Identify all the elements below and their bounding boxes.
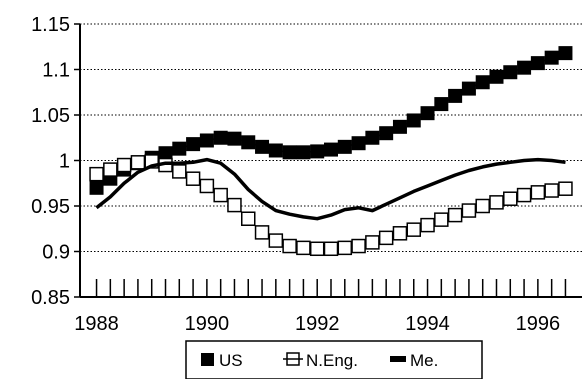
series-point-n-eng (309, 241, 325, 257)
series-point-us (172, 141, 187, 156)
legend: US N.Eng. Me. (185, 340, 483, 379)
series-point-us (406, 113, 421, 128)
series-point-us (89, 180, 104, 195)
series-point-us (310, 144, 325, 159)
series-point-n-eng (254, 225, 270, 240)
series-point-us (379, 126, 394, 141)
series-point-n-eng (447, 207, 463, 223)
x-minor-ticks (95, 279, 567, 297)
series-point-us (489, 69, 504, 84)
x-tick-label: 1996 (516, 313, 561, 335)
x-tick-label: 1992 (295, 313, 340, 335)
series-point-n-eng (116, 157, 132, 173)
series-point-us (186, 137, 201, 152)
legend-neng-label: N.Eng. (306, 351, 358, 370)
x-tick-label: 1994 (405, 313, 450, 335)
x-tick-labels: 1988 1990 1992 1994 1996 (74, 313, 560, 335)
series-point-us (158, 146, 173, 161)
series-point-us (255, 139, 270, 154)
y-tick-label: 1.1 (42, 60, 70, 82)
series-point-us (282, 145, 297, 160)
series-point-us (351, 136, 366, 151)
x-tick-label: 1990 (185, 313, 230, 335)
series-layer (89, 46, 573, 257)
legend-us-label: US (219, 351, 243, 370)
y-tick-label: 0.95 (31, 196, 70, 218)
series-point-n-eng (461, 203, 477, 218)
series-point-n-eng (503, 191, 518, 206)
series-point-us (420, 106, 435, 121)
series-point-n-eng (337, 240, 353, 256)
series-point-n-eng (172, 164, 187, 179)
gridlines (74, 23, 582, 298)
series-point-us (324, 142, 338, 157)
y-tick-label: 1.05 (31, 105, 70, 127)
series-point-n-eng (516, 187, 532, 203)
legend-me-marker (390, 356, 406, 362)
y-tick-label: 0.9 (42, 242, 70, 264)
series-point-us (392, 119, 407, 134)
series-point-n-eng (530, 185, 546, 200)
series-point-us (434, 97, 449, 112)
series-point-n-eng (130, 155, 146, 170)
series-point-us (241, 135, 256, 150)
series-point-n-eng (227, 197, 242, 213)
series-point-us (475, 75, 490, 90)
legend-box (185, 340, 483, 379)
series-point-n-eng (351, 238, 366, 254)
series-point-us (517, 60, 532, 75)
series-point-n-eng (378, 230, 394, 246)
series-point-us (530, 56, 545, 71)
y-tick-labels: 1.15 1.1 1.05 1 0.95 0.9 0.85 (31, 14, 70, 309)
series-point-n-eng (544, 183, 559, 198)
series-point-us (558, 46, 573, 61)
series-point-n-eng (365, 235, 380, 250)
series-point-n-eng (323, 241, 339, 257)
series-point-us (461, 81, 476, 96)
series-point-n-eng (268, 233, 284, 248)
series-point-us (448, 88, 463, 103)
series-point-us (544, 50, 559, 65)
series-point-n-eng (103, 162, 118, 177)
series-point-us (227, 131, 242, 146)
series-point-n-eng (406, 222, 421, 237)
series-point-n-eng (199, 178, 215, 194)
legend-us-marker (201, 353, 214, 366)
series-point-n-eng (420, 217, 435, 233)
series-point-n-eng (434, 212, 449, 227)
series-point-us (268, 143, 283, 158)
series-point-n-eng (282, 238, 297, 254)
series-point-n-eng (392, 226, 408, 241)
series-point-n-eng (213, 187, 228, 203)
series-point-us (503, 65, 518, 80)
y-tick-label: 1.15 (31, 14, 70, 36)
series-point-us (296, 145, 311, 160)
series-point-n-eng (558, 181, 573, 196)
series-point-us (365, 130, 380, 145)
y-tick-label: 0.85 (31, 287, 70, 309)
series-point-n-eng (241, 211, 256, 226)
series-point-us (213, 130, 228, 145)
series-point-n-eng (296, 240, 311, 256)
series-point-n-eng (489, 195, 504, 210)
series-line-me (95, 157, 566, 221)
series-point-us (199, 133, 214, 148)
series-point-n-eng (89, 166, 104, 182)
legend-me-label: Me. (410, 351, 438, 370)
y-tick-label: 1 (59, 151, 70, 173)
series-point-n-eng (475, 198, 490, 214)
x-tick-label: 1988 (74, 313, 119, 335)
series-point-n-eng (185, 171, 201, 186)
series-point-us (337, 139, 352, 154)
